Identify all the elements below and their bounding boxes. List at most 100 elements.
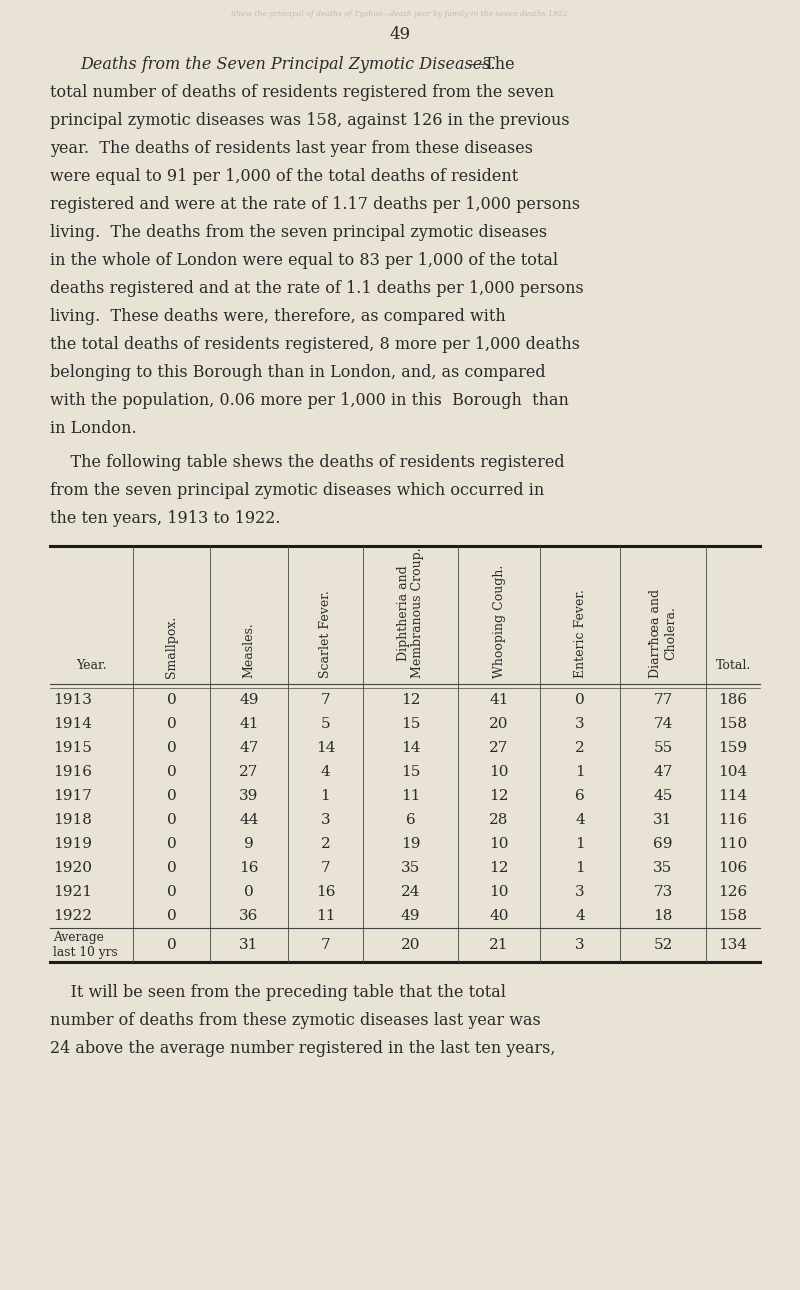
Text: Average
last 10 yrs: Average last 10 yrs [53, 931, 118, 958]
Text: 31: 31 [239, 938, 258, 952]
Text: 10: 10 [490, 837, 509, 851]
Text: 0: 0 [166, 740, 176, 755]
Text: 52: 52 [654, 938, 673, 952]
Text: 40: 40 [490, 909, 509, 924]
Text: living.  The deaths from the seven principal zymotic diseases: living. The deaths from the seven princi… [50, 224, 547, 241]
Text: 104: 104 [718, 765, 748, 779]
Text: 1919: 1919 [53, 837, 92, 851]
Text: 159: 159 [718, 740, 747, 755]
Text: the ten years, 1913 to 1922.: the ten years, 1913 to 1922. [50, 510, 281, 528]
Text: 1: 1 [575, 837, 585, 851]
Text: from the seven principal zymotic diseases which occurred in: from the seven principal zymotic disease… [50, 482, 544, 499]
Text: 24 above the average number registered in the last ten years,: 24 above the average number registered i… [50, 1040, 555, 1057]
Text: with the population, 0.06 more per 1,000 in this  Borough  than: with the population, 0.06 more per 1,000… [50, 392, 569, 409]
Text: 1918: 1918 [53, 813, 92, 827]
Text: 45: 45 [654, 789, 673, 802]
Text: 35: 35 [654, 860, 673, 875]
Text: 0: 0 [166, 837, 176, 851]
Text: 21: 21 [490, 938, 509, 952]
Text: 27: 27 [490, 740, 509, 755]
Text: 158: 158 [718, 717, 747, 731]
Text: 28: 28 [490, 813, 509, 827]
Text: 41: 41 [490, 693, 509, 707]
Text: 134: 134 [718, 938, 747, 952]
Text: 20: 20 [401, 938, 420, 952]
Text: Total.: Total. [715, 659, 750, 672]
Text: 3: 3 [575, 938, 585, 952]
Text: 114: 114 [718, 789, 748, 802]
Text: total number of deaths of residents registered from the seven: total number of deaths of residents regi… [50, 84, 554, 101]
Text: 15: 15 [401, 765, 420, 779]
Text: 15: 15 [401, 717, 420, 731]
Text: 110: 110 [718, 837, 748, 851]
Text: 69: 69 [654, 837, 673, 851]
Text: 7: 7 [321, 938, 330, 952]
Text: 6: 6 [575, 789, 585, 802]
Text: 0: 0 [244, 885, 254, 899]
Text: 12: 12 [401, 693, 420, 707]
Text: 0: 0 [166, 938, 176, 952]
Text: 1917: 1917 [53, 789, 92, 802]
Text: 3: 3 [575, 885, 585, 899]
Text: 0: 0 [166, 909, 176, 924]
Text: 74: 74 [654, 717, 673, 731]
Text: 31: 31 [654, 813, 673, 827]
Text: 47: 47 [654, 765, 673, 779]
Text: 1920: 1920 [53, 860, 92, 875]
Text: 186: 186 [718, 693, 747, 707]
Text: 1915: 1915 [53, 740, 92, 755]
Text: 0: 0 [166, 693, 176, 707]
Text: Diarrħœa and
Cholera.: Diarrħœa and Cholera. [649, 588, 677, 679]
Text: 116: 116 [718, 813, 748, 827]
Text: 36: 36 [239, 909, 258, 924]
Text: 11: 11 [316, 909, 335, 924]
Text: living.  These deaths were, therefore, as compared with: living. These deaths were, therefore, as… [50, 308, 506, 325]
Text: Shew the principal of deaths of Typhus—death year by family in the seven deaths : Shew the principal of deaths of Typhus—d… [230, 10, 570, 18]
Text: 14: 14 [401, 740, 420, 755]
Text: 55: 55 [654, 740, 673, 755]
Text: 1: 1 [575, 765, 585, 779]
Text: 0: 0 [166, 885, 176, 899]
Text: 14: 14 [316, 740, 335, 755]
Text: deaths registered and at the rate of 1.1 deaths per 1,000 persons: deaths registered and at the rate of 1.1… [50, 280, 584, 297]
Text: 19: 19 [401, 837, 420, 851]
Text: 106: 106 [718, 860, 748, 875]
Text: The following table shews the deaths of residents registered: The following table shews the deaths of … [50, 454, 565, 471]
Text: 1921: 1921 [53, 885, 92, 899]
Text: 4: 4 [321, 765, 330, 779]
Text: 2: 2 [321, 837, 330, 851]
Text: 12: 12 [490, 789, 509, 802]
Text: 1916: 1916 [53, 765, 92, 779]
Text: in London.: in London. [50, 421, 137, 437]
Text: 1: 1 [575, 860, 585, 875]
Text: Enteric Fever.: Enteric Fever. [574, 590, 586, 679]
Text: Deaths from the Seven Principal Zymotic Diseases.: Deaths from the Seven Principal Zymotic … [80, 55, 496, 74]
Text: were equal to 91 per 1,000 of the total deaths of resident: were equal to 91 per 1,000 of the total … [50, 168, 518, 184]
Text: 49: 49 [390, 26, 410, 43]
Text: number of deaths from these zymotic diseases last year was: number of deaths from these zymotic dise… [50, 1011, 541, 1029]
Text: 1922: 1922 [53, 909, 92, 924]
Text: 4: 4 [575, 909, 585, 924]
Text: 0: 0 [575, 693, 585, 707]
Text: 3: 3 [575, 717, 585, 731]
Text: 0: 0 [166, 765, 176, 779]
Text: It will be seen from the preceding table that the total: It will be seen from the preceding table… [50, 984, 506, 1001]
Text: 3: 3 [321, 813, 330, 827]
Text: 16: 16 [239, 860, 258, 875]
Text: 49: 49 [401, 909, 420, 924]
Text: principal zymotic diseases was 158, against 126 in the previous: principal zymotic diseases was 158, agai… [50, 112, 570, 129]
Text: 126: 126 [718, 885, 748, 899]
Text: Diphtheria and
Membranous Croup.: Diphtheria and Membranous Croup. [397, 547, 425, 679]
Text: 7: 7 [321, 693, 330, 707]
Text: Measles.: Measles. [242, 622, 255, 679]
Text: year.  The deaths of residents last year from these diseases: year. The deaths of residents last year … [50, 141, 533, 157]
Text: Scarlet Fever.: Scarlet Fever. [319, 591, 332, 679]
Text: 0: 0 [166, 860, 176, 875]
Text: —The: —The [468, 55, 514, 74]
Text: 39: 39 [239, 789, 258, 802]
Text: 73: 73 [654, 885, 673, 899]
Text: 4: 4 [575, 813, 585, 827]
Text: 11: 11 [401, 789, 420, 802]
Text: 10: 10 [490, 765, 509, 779]
Text: 2: 2 [575, 740, 585, 755]
